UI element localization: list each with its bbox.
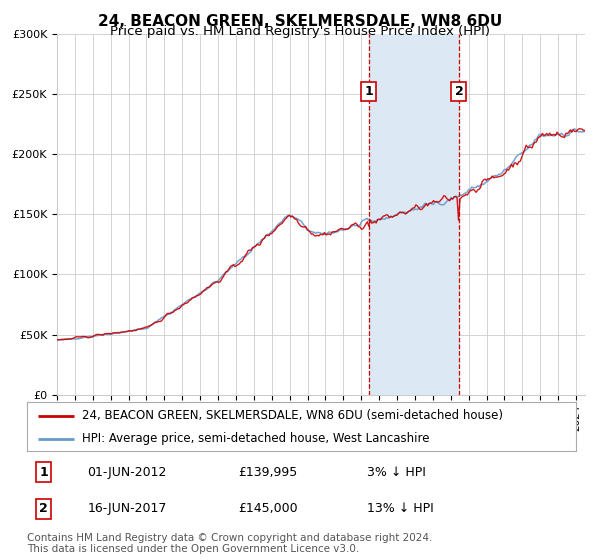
Text: 16-JUN-2017: 16-JUN-2017: [88, 502, 167, 515]
Text: 1: 1: [364, 85, 373, 98]
Text: 01-JUN-2012: 01-JUN-2012: [88, 466, 167, 479]
Text: 1: 1: [39, 466, 48, 479]
Text: £139,995: £139,995: [238, 466, 298, 479]
Text: 3% ↓ HPI: 3% ↓ HPI: [367, 466, 426, 479]
Text: 13% ↓ HPI: 13% ↓ HPI: [367, 502, 434, 515]
Text: Contains HM Land Registry data © Crown copyright and database right 2024.
This d: Contains HM Land Registry data © Crown c…: [27, 533, 433, 554]
Bar: [369, 34, 459, 395]
Text: 24, BEACON GREEN, SKELMERSDALE, WN8 6DU (semi-detached house): 24, BEACON GREEN, SKELMERSDALE, WN8 6DU …: [82, 409, 503, 422]
Text: £145,000: £145,000: [238, 502, 298, 515]
Text: HPI: Average price, semi-detached house, West Lancashire: HPI: Average price, semi-detached house,…: [82, 432, 430, 445]
Text: 2: 2: [39, 502, 48, 515]
Text: 2: 2: [455, 85, 463, 98]
Text: Price paid vs. HM Land Registry's House Price Index (HPI): Price paid vs. HM Land Registry's House …: [110, 25, 490, 38]
Text: 24, BEACON GREEN, SKELMERSDALE, WN8 6DU: 24, BEACON GREEN, SKELMERSDALE, WN8 6DU: [98, 14, 502, 29]
